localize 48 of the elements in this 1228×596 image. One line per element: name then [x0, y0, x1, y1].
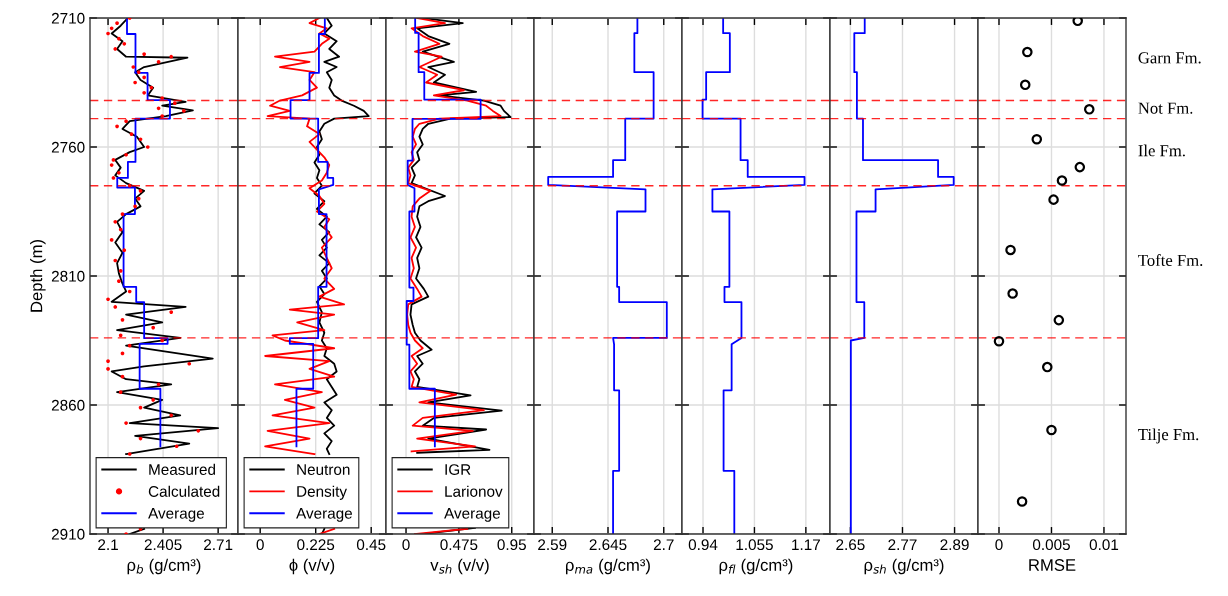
text: Garn Fm.	[1138, 52, 1201, 64]
x-tick-label: 0.005	[1032, 539, 1070, 551]
text: Ile Fm.	[1138, 144, 1185, 157]
x-axis-title: ϕ (v/v)	[289, 558, 335, 575]
legend-label: Calculated	[148, 485, 220, 497]
y-tick-label: 2760	[51, 141, 85, 153]
x-tick-label: 0.45	[356, 539, 386, 551]
x-tick-label: 1.17	[792, 539, 820, 550]
text: Tofte Fm.	[1138, 254, 1203, 267]
x-tick-label: 1.055	[736, 539, 773, 551]
x-axis-title: v$_{sh}$ (v/v)	[430, 558, 489, 575]
y-tick-label: 2910	[51, 528, 85, 540]
legend-label: Average	[444, 508, 501, 522]
text: Tilje Fm.	[1138, 428, 1199, 444]
x-tick-label: 2.89	[940, 539, 969, 551]
x-axis-title: ρ$_{ma}$ (g/cm³)	[565, 558, 650, 575]
x-tick-label: 2.77	[888, 539, 917, 550]
x-tick-label: 0	[995, 539, 1003, 551]
x-tick-label: 0	[402, 539, 410, 551]
legend-label: Density	[297, 485, 347, 500]
x-axis-title: ρ$_{b}$ (g/cm³)	[127, 558, 201, 575]
x-tick-label: 2.71	[204, 539, 233, 550]
x-tick-label: 2.65	[836, 539, 865, 551]
x-tick-label: 0.94	[688, 539, 718, 551]
legend-label: Average	[148, 508, 205, 522]
x-tick-label: 2.1	[98, 539, 118, 550]
x-tick-label: 0.95	[497, 539, 526, 551]
legend-label: Measured	[149, 463, 216, 475]
y-axis-title: Depth (m)	[30, 239, 46, 312]
x-tick-label: 0.475	[440, 539, 478, 551]
text: Not Fm.	[1138, 102, 1193, 114]
x-axis-title: ρ$_{fl}$ (g/cm³)	[719, 558, 793, 575]
x-tick-label: 0.225	[297, 539, 335, 551]
y-tick-label: 2810	[51, 270, 85, 282]
y-tick-label: 2860	[51, 399, 85, 411]
x-tick-label: 2.405	[144, 539, 182, 551]
legend-label: IGR	[445, 464, 471, 475]
legend-label: Neutron	[297, 464, 350, 475]
legend-label: Larionov	[445, 485, 503, 497]
x-tick-label: 2.645	[589, 539, 627, 551]
legend-label: Average	[296, 508, 353, 522]
x-tick-label: 0.01	[1089, 539, 1119, 551]
x-axis-title: RMSE	[1029, 559, 1076, 571]
x-tick-label: 2.7	[653, 539, 674, 550]
y-tick-label: 2710	[51, 12, 85, 24]
x-axis-title: ρ$_{sh}$ (g/cm³)	[864, 558, 944, 575]
x-tick-label: 0	[256, 539, 264, 551]
x-tick-label: 2.59	[538, 539, 567, 551]
